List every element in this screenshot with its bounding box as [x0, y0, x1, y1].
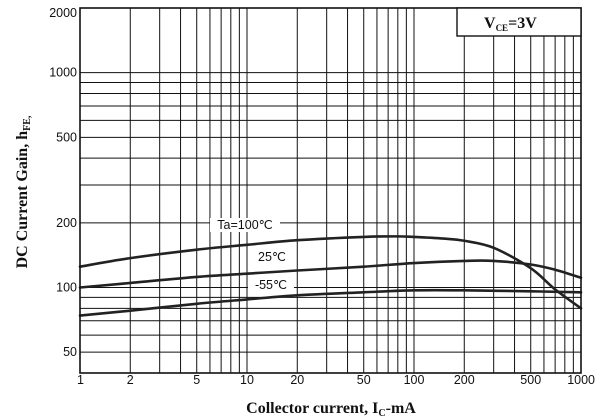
- series-label-bg: [248, 278, 294, 292]
- y-tick-label: 200: [56, 216, 77, 230]
- x-tick-label: 50: [357, 373, 371, 387]
- y-tick-label: 1000: [49, 66, 77, 80]
- series-line: [78, 259, 583, 289]
- y-axis-title: DC Current Gain, hFE,: [14, 115, 33, 268]
- y-tick-label: 500: [56, 130, 77, 144]
- series-label-bg: [252, 250, 292, 264]
- series-label: 25℃: [258, 250, 286, 264]
- vce-annotation: VCE=3V: [456, 7, 582, 37]
- vce-annotation-box: [456, 7, 582, 37]
- x-tick-label: 1000: [567, 373, 595, 387]
- x-axis-title: Collector current, IC-mA: [246, 400, 416, 419]
- series-line: [78, 235, 583, 310]
- x-tick-label: 1: [77, 373, 84, 387]
- x-tick-label: 500: [520, 373, 541, 387]
- vce-annotation-text: VCE=3V: [484, 15, 537, 33]
- x-tick-label: 20: [290, 373, 304, 387]
- series-label: Ta=100℃: [217, 218, 272, 232]
- series-label: -55℃: [255, 278, 287, 292]
- series-layer: [78, 235, 583, 317]
- tick-labels: 1 2 5 10 20 50 100 200 500 1000 2000 1000 500 200 100 5…: [49, 6, 595, 387]
- series-labels: Ta=100℃ 25℃ -55℃: [210, 218, 294, 292]
- grid-lines: [80, 8, 581, 373]
- plot-frame: [79, 7, 582, 374]
- x-tick-label: 200: [454, 373, 475, 387]
- x-tick-label: 100: [404, 373, 425, 387]
- x-tick-label: 2: [127, 373, 134, 387]
- y-tick-label: 2000: [49, 6, 77, 20]
- y-tick-label: 50: [63, 345, 77, 359]
- y-tick-label: 100: [56, 281, 77, 295]
- series-line: [78, 288, 583, 317]
- x-tick-label: 5: [193, 373, 200, 387]
- x-tick-label: 10: [240, 373, 254, 387]
- series-label-bg: [210, 218, 280, 232]
